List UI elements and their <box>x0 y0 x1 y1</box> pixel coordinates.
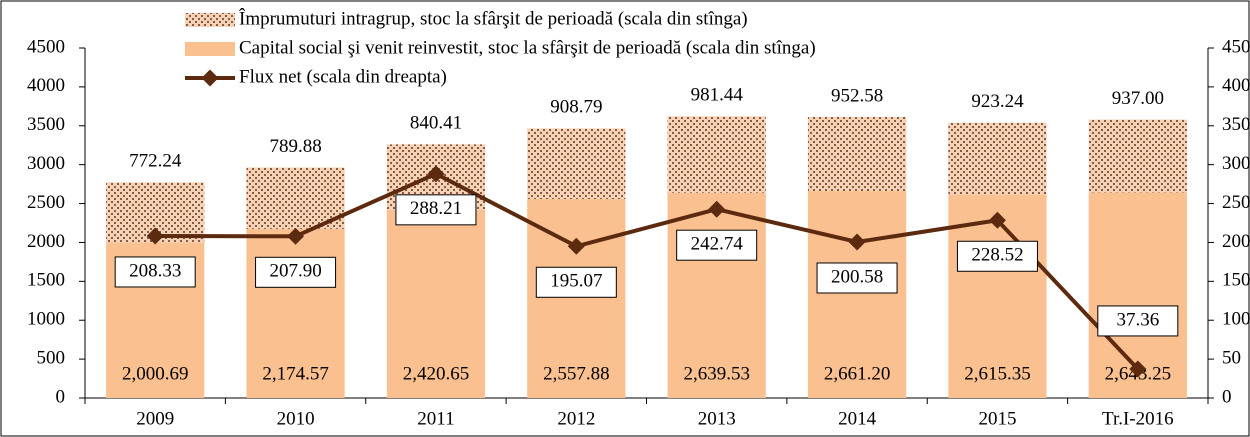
bar <box>386 209 486 398</box>
y2-tick-label: 300 <box>1222 153 1250 174</box>
data-label: 195.07 <box>550 271 602 292</box>
legend-label: Capital social şi venit reinvestit, stoc… <box>239 37 816 58</box>
y-tick-label: 2500 <box>27 192 65 213</box>
data-label: 2,000.69 <box>122 363 189 384</box>
bar <box>667 116 766 193</box>
y2-tick-label: 100 <box>1222 309 1250 330</box>
y-tick-label: 3500 <box>27 114 65 135</box>
bar <box>527 199 626 398</box>
data-label: 981.44 <box>691 85 744 106</box>
x-tick-label: 2010 <box>277 408 315 429</box>
y-tick-label: 4500 <box>27 36 65 57</box>
y2-tick-label: 350 <box>1222 114 1250 135</box>
bar <box>527 128 626 200</box>
line <box>155 171 1140 371</box>
data-label: 2,661.20 <box>824 363 891 384</box>
marker <box>988 211 1006 229</box>
data-label-box <box>956 240 1038 272</box>
data-label: 200.58 <box>831 266 883 287</box>
y2-tick-label: 0 <box>1222 386 1232 407</box>
x-tick-label: Tr.I-2016 <box>1102 408 1174 429</box>
y2-tick-label: 150 <box>1222 270 1250 291</box>
y2-tick-label: 400 <box>1222 75 1250 96</box>
data-label: 2,420.65 <box>403 363 470 384</box>
x-tick-label: 2012 <box>557 408 595 429</box>
data-label-box <box>395 194 477 226</box>
bar <box>667 192 766 398</box>
bar <box>1088 119 1187 193</box>
y2-tick-label: 250 <box>1222 192 1250 213</box>
legend-label: Flux net (scala din dreapta) <box>239 66 447 87</box>
data-label-box <box>114 256 196 288</box>
marker <box>567 237 585 255</box>
data-label: 207.90 <box>269 261 321 282</box>
legend-swatch <box>185 42 235 56</box>
x-tick-label: 2014 <box>838 408 877 429</box>
y2-tick-label: 50 <box>1222 347 1241 368</box>
data-label-box <box>676 229 758 261</box>
y-tick-label: 1500 <box>27 270 65 291</box>
x-tick-label: 2013 <box>698 408 736 429</box>
data-label: 923.24 <box>971 91 1024 112</box>
bar <box>948 122 1047 195</box>
data-label-box <box>535 266 617 298</box>
y-tick-label: 500 <box>37 347 66 368</box>
data-label-box <box>255 256 337 288</box>
data-label-box <box>1097 305 1179 337</box>
data-label: 288.21 <box>410 198 462 219</box>
y-tick-label: 3000 <box>27 153 65 174</box>
data-label: 37.36 <box>1116 309 1159 330</box>
y-tick-label: 1000 <box>27 309 65 330</box>
y-tick-label: 2000 <box>27 231 65 252</box>
data-label: 2,174.57 <box>262 363 329 384</box>
data-label: 789.88 <box>269 136 321 157</box>
data-label: 2,639.53 <box>683 363 750 384</box>
data-label: 772.24 <box>129 151 182 172</box>
bar <box>246 167 345 229</box>
marker <box>427 165 445 183</box>
legend-marker <box>201 69 219 87</box>
y2-tick-label: 200 <box>1222 231 1250 252</box>
legend-label: Împrumuturi intragrup, stoc la sfârşit d… <box>239 7 748 29</box>
data-label: 952.58 <box>831 85 883 106</box>
x-tick-label: 2009 <box>136 408 174 429</box>
y-tick-label: 0 <box>56 386 66 407</box>
x-tick-label: 2015 <box>978 408 1016 429</box>
marker <box>848 233 866 251</box>
data-label: 228.52 <box>971 245 1023 266</box>
data-label: 2,615.35 <box>964 363 1031 384</box>
data-label: 937.00 <box>1112 88 1164 109</box>
marker <box>287 227 305 245</box>
y2-tick-label: 450 <box>1222 36 1250 57</box>
data-label: 208.33 <box>129 260 181 281</box>
bar <box>807 191 907 398</box>
data-label: 242.74 <box>691 234 744 255</box>
data-label: 840.41 <box>410 113 462 134</box>
data-label: 908.79 <box>550 97 602 118</box>
y-tick-label: 4000 <box>27 75 65 96</box>
x-tick-label: 2011 <box>417 408 454 429</box>
legend-swatch <box>185 13 235 27</box>
bar <box>807 116 907 192</box>
marker <box>708 200 726 218</box>
data-label: 2,557.88 <box>543 363 610 384</box>
data-label-box <box>816 262 898 294</box>
marker <box>146 227 164 245</box>
